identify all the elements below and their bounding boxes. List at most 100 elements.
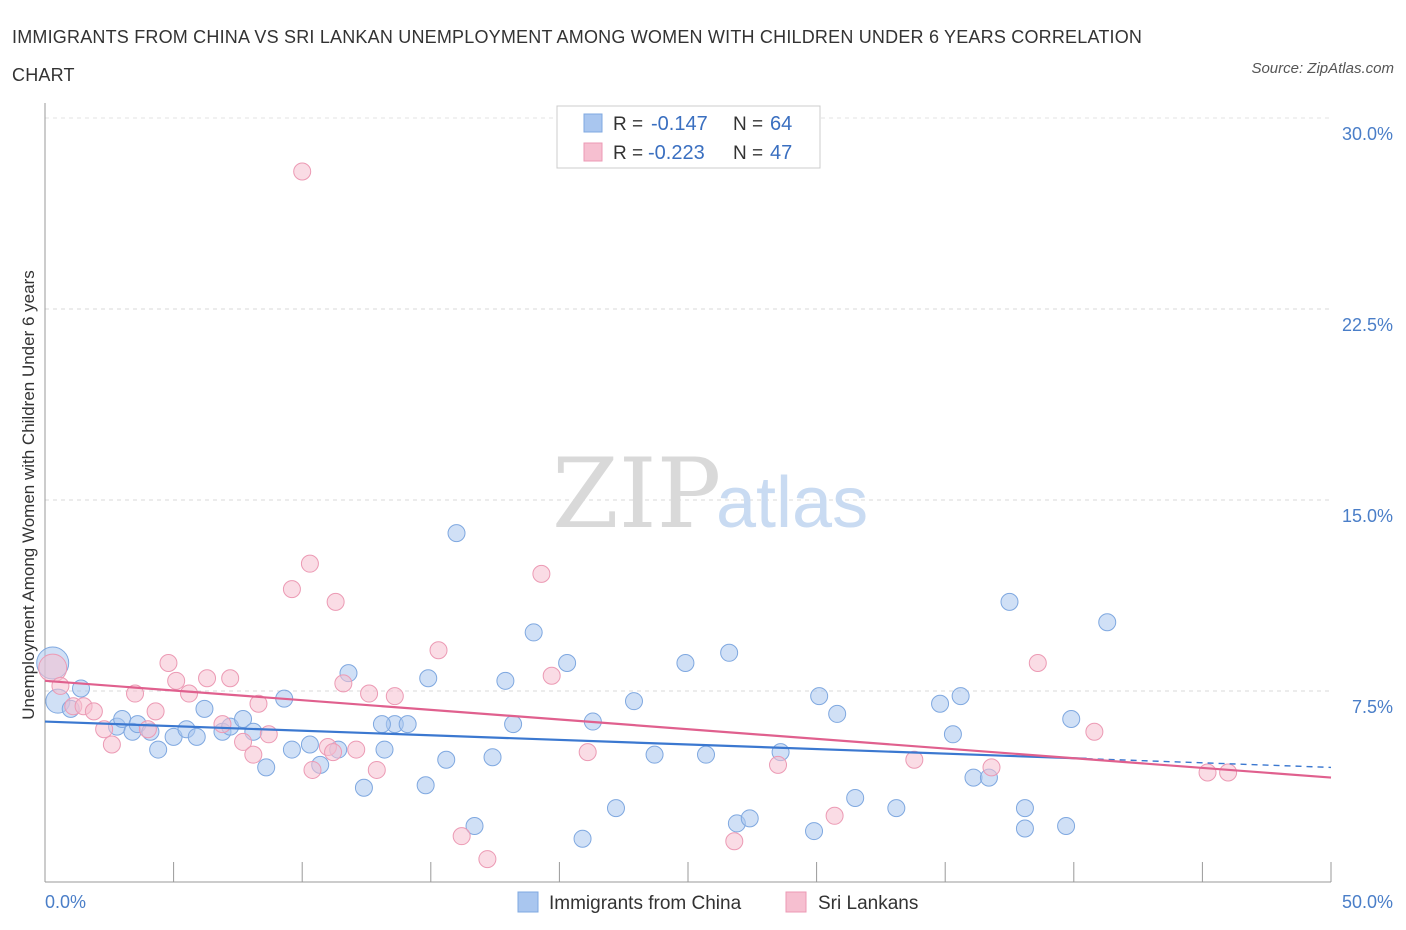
series-legend-label-china: Immigrants from China <box>549 893 742 914</box>
stats-legend: R = -0.147 N = 64 R = -0.223 N = 47 <box>556 105 821 169</box>
srilanka-point <box>532 564 551 583</box>
china-point <box>372 715 391 734</box>
china-point <box>810 687 829 706</box>
china-point <box>416 776 435 795</box>
srilanka-point <box>367 760 386 779</box>
srilanka-point <box>1219 763 1238 782</box>
y-tick-label: 15.0% <box>1342 506 1393 526</box>
grid-lines <box>45 117 1331 692</box>
srilanka-point <box>167 671 186 690</box>
x-tick-label: 0.0% <box>45 892 86 912</box>
srilanka-point <box>347 740 366 759</box>
srilanka-point <box>126 684 145 703</box>
trend-lines <box>44 679 1332 779</box>
srilanka-point <box>429 641 448 660</box>
srilanka-point <box>1085 722 1104 741</box>
china-point <box>1015 799 1034 818</box>
china-point <box>1098 613 1117 632</box>
srilanka-point <box>244 745 263 764</box>
srilanka-point <box>542 666 561 685</box>
legend-r-value-china: -0.147 <box>651 113 708 135</box>
srilanka-point <box>249 694 268 713</box>
series-legend-swatch-srilanka <box>785 891 807 913</box>
china-point <box>951 687 970 706</box>
x-tick-label: 50.0% <box>1342 892 1393 912</box>
axes <box>44 103 1332 883</box>
srilanka-point <box>293 162 312 181</box>
china-point <box>187 727 206 746</box>
china-point <box>375 740 394 759</box>
china-point <box>1015 819 1034 838</box>
china-point <box>624 692 643 711</box>
srilanka-point <box>1028 653 1047 672</box>
srilanka-point <box>234 732 253 751</box>
trend-line-srilanka <box>44 679 1332 779</box>
legend-swatch-srilanka <box>583 142 603 162</box>
srilanka-point <box>452 827 471 846</box>
srilanka-point <box>300 554 319 573</box>
srilanka-point <box>360 684 379 703</box>
china-point <box>964 768 983 787</box>
legend-r-value-srilanka: -0.223 <box>648 142 705 164</box>
srilanka-point <box>282 580 301 599</box>
srilanka-point <box>198 669 217 688</box>
data-points <box>36 162 1238 869</box>
srilanka-point <box>180 684 199 703</box>
china-point <box>524 623 543 642</box>
srilanka-point <box>303 760 322 779</box>
y-tick-label: 30.0% <box>1342 124 1393 144</box>
srilanka-point <box>334 674 353 693</box>
srilanka-point <box>138 720 157 739</box>
china-point <box>234 710 253 729</box>
china-point <box>300 735 319 754</box>
srilanka-point <box>102 735 121 754</box>
china-point <box>447 524 466 543</box>
srilanka-point <box>725 832 744 851</box>
srilanka-point <box>324 743 343 762</box>
china-point <box>846 788 865 807</box>
srilanka-point <box>578 743 597 762</box>
china-point <box>195 699 214 718</box>
china-point <box>676 653 695 672</box>
legend-n-value-srilanka: 47 <box>770 142 792 164</box>
china-point <box>720 643 739 662</box>
china-point <box>645 745 664 764</box>
china-point <box>257 758 276 777</box>
china-point <box>1000 592 1019 611</box>
srilanka-point <box>221 669 240 688</box>
srilanka-point <box>146 702 165 721</box>
y-axis-label: Unemployment Among Women with Children U… <box>19 270 38 719</box>
chart-title: IMMIGRANTS FROM CHINA VS SRI LANKAN UNEM… <box>12 27 1143 85</box>
china-point <box>149 740 168 759</box>
china-point <box>354 778 373 797</box>
srilanka-point <box>905 750 924 769</box>
legend-r-label-china: R = <box>613 114 643 135</box>
series-legend-label-srilanka: Sri Lankans <box>818 893 918 914</box>
china-point <box>1057 816 1076 835</box>
srilanka-point <box>385 687 404 706</box>
y-tick-label: 7.5% <box>1352 697 1393 717</box>
series-legend-swatch-china <box>517 891 539 913</box>
china-point <box>504 715 523 734</box>
china-point <box>887 799 906 818</box>
y-tick-label: 22.5% <box>1342 315 1393 335</box>
china-point <box>558 653 577 672</box>
china-point <box>419 669 438 688</box>
srilanka-point <box>51 676 70 695</box>
china-point <box>931 694 950 713</box>
legend-swatch-china <box>583 113 603 133</box>
srilanka-point <box>95 720 114 739</box>
watermark-atlas: atlas <box>716 463 868 543</box>
tick-labels: 7.5% 15.0% 22.5% 30.0% 0.0% 50.0% <box>45 124 1393 912</box>
srilanka-point <box>326 592 345 611</box>
china-point <box>282 740 301 759</box>
legend-r-label-srilanka: R = <box>613 143 643 164</box>
china-point <box>437 750 456 769</box>
srilanka-point <box>159 653 178 672</box>
legend-n-label-srilanka: N = <box>733 143 763 164</box>
china-point <box>606 799 625 818</box>
china-point <box>697 745 716 764</box>
watermark-zip: ZIP <box>552 438 721 550</box>
series-legend: Immigrants from China Sri Lankans <box>517 891 918 914</box>
